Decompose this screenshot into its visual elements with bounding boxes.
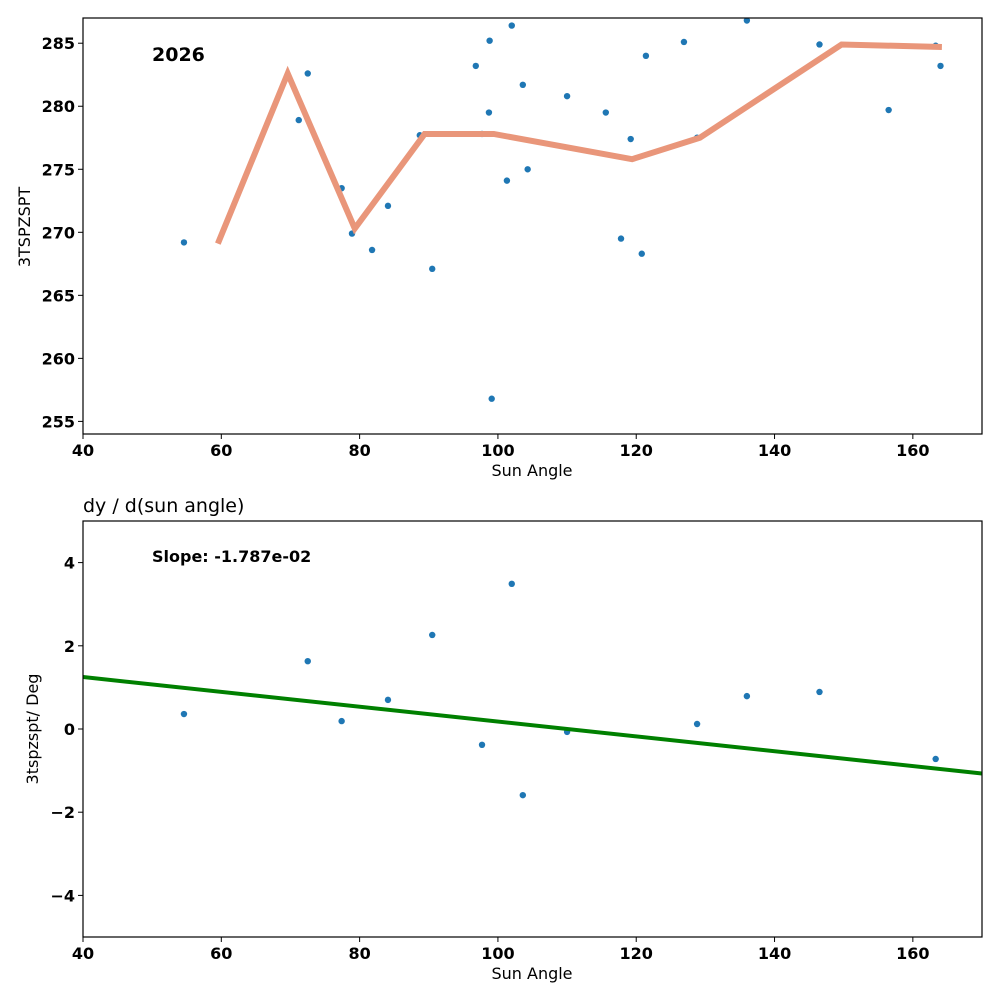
data-point xyxy=(503,177,511,184)
top-x-ticks: 40 60 80 100 120 140 160 xyxy=(72,434,930,460)
data-point xyxy=(627,135,634,143)
x-tick-label: 60 xyxy=(210,944,232,963)
bottom-x-ticks: 40 60 80 100 120 140 160 xyxy=(72,937,930,963)
x-tick-label: 100 xyxy=(481,441,514,460)
data-point xyxy=(743,692,751,700)
y-tick-label: 285 xyxy=(42,34,75,53)
y-tick-label: 265 xyxy=(42,286,75,305)
plot-area xyxy=(180,18,944,402)
data-point xyxy=(295,116,302,124)
data-point xyxy=(816,41,823,48)
y-tick-label: 2 xyxy=(64,637,75,656)
x-tick-label: 80 xyxy=(348,944,370,963)
top-y-ticks: 255 260 265 270 275 280 285 xyxy=(42,34,83,431)
data-point xyxy=(602,109,610,116)
data-point xyxy=(885,106,892,114)
x-tick-label: 80 xyxy=(348,441,370,460)
x-tick-label: 140 xyxy=(758,441,791,460)
data-point xyxy=(304,70,311,77)
y-tick-label: 0 xyxy=(64,720,75,739)
x-tick-label: 140 xyxy=(758,944,791,963)
x-tick-label: 100 xyxy=(481,944,514,963)
data-point xyxy=(180,710,188,718)
y-tick-label: −2 xyxy=(50,803,75,822)
linear-fit-line xyxy=(83,675,982,776)
data-point xyxy=(524,166,531,173)
data-point xyxy=(485,109,493,116)
top-plot-frame xyxy=(82,17,983,435)
smoothed-line xyxy=(215,41,942,245)
x-tick-label: 120 xyxy=(620,441,653,460)
data-point xyxy=(180,239,188,246)
data-point xyxy=(816,688,823,696)
x-tick-label: 40 xyxy=(72,441,94,460)
bottom-panel: dy / d(sun angle) 40 60 80 100 120 140 160 4 2 0… xyxy=(23,495,983,983)
data-point xyxy=(486,37,493,44)
data-point xyxy=(384,202,392,210)
x-tick-label: 160 xyxy=(896,441,929,460)
data-point xyxy=(472,62,479,70)
top-panel: 40 60 80 100 120 140 160 255 260 265 270 275 280 285… xyxy=(15,17,983,480)
y-tick-label: 275 xyxy=(42,160,75,179)
data-point xyxy=(508,580,515,588)
data-point xyxy=(617,235,625,242)
data-point xyxy=(743,18,751,24)
data-point xyxy=(937,62,944,70)
data-point xyxy=(368,246,376,254)
y-tick-label: 280 xyxy=(42,97,75,116)
slope-annotation: Slope: -1.787e-02 xyxy=(152,547,311,566)
data-point xyxy=(478,741,486,749)
data-point xyxy=(508,22,515,29)
y-tick-label: 255 xyxy=(42,412,75,431)
plot-area xyxy=(83,580,982,799)
data-point xyxy=(338,717,345,725)
data-point xyxy=(693,720,701,728)
y-tick-label: 260 xyxy=(42,349,75,368)
data-point xyxy=(638,250,645,257)
x-tick-label: 60 xyxy=(210,441,232,460)
data-point xyxy=(642,52,650,60)
bottom-plot-marks xyxy=(83,580,982,799)
bottom-y-axis-label: 3tspzspt/ Deg xyxy=(23,674,42,785)
bottom-chart-title: dy / d(sun angle) xyxy=(83,495,244,517)
x-tick-label: 120 xyxy=(620,944,653,963)
top-year-annotation: 2026 xyxy=(152,44,205,66)
data-point xyxy=(429,631,436,639)
data-point xyxy=(932,755,939,763)
bottom-plot-frame xyxy=(82,520,983,938)
data-point xyxy=(304,657,311,665)
y-tick-label: 4 xyxy=(64,554,75,573)
data-point xyxy=(519,81,527,89)
bottom-x-axis-label: Sun Angle xyxy=(491,964,572,983)
x-tick-label: 160 xyxy=(896,944,929,963)
data-point xyxy=(488,395,495,402)
bottom-y-ticks: 4 2 0 −2 −4 xyxy=(50,554,83,905)
top-x-axis-label: Sun Angle xyxy=(491,461,572,480)
y-tick-label: 270 xyxy=(42,223,75,242)
data-point xyxy=(429,265,436,273)
top-y-axis-label: 3TSPZSPT xyxy=(15,187,34,268)
data-point xyxy=(680,38,688,46)
data-point xyxy=(563,92,571,100)
data-point xyxy=(384,696,392,704)
top-plot-marks xyxy=(180,18,944,402)
y-tick-label: −4 xyxy=(50,886,75,905)
x-tick-label: 40 xyxy=(72,944,94,963)
data-point xyxy=(519,791,527,799)
